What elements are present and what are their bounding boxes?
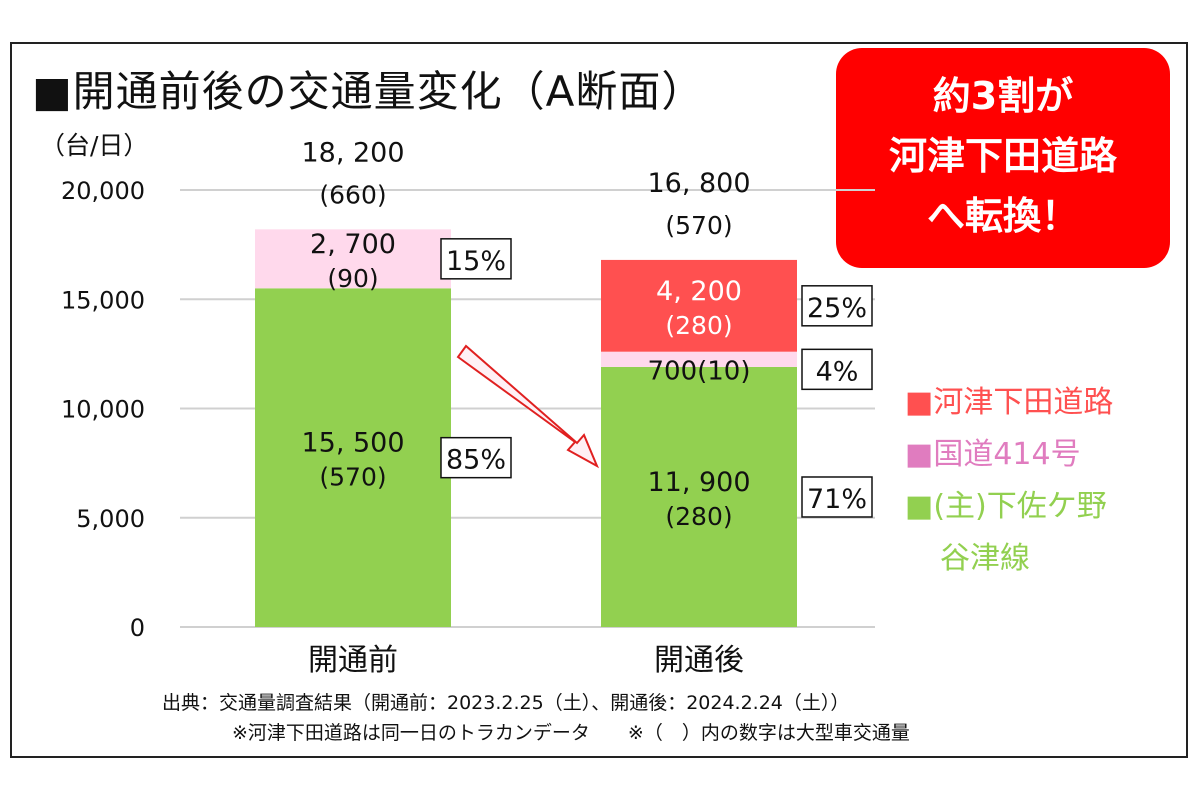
- legend-entry: ■(主)下佐ケ野: [905, 489, 1107, 524]
- y-tick-label: 15,000: [61, 286, 145, 314]
- data-label: 11, 900: [647, 467, 750, 498]
- x-category-label: 開通前: [308, 643, 398, 678]
- share-box: [801, 348, 873, 391]
- share-box: [801, 476, 873, 518]
- bar-segment: [255, 229, 451, 289]
- arrow-icon: [456, 344, 600, 469]
- share-box: [440, 238, 512, 280]
- data-label-heavy: (280): [665, 311, 732, 340]
- data-label-heavy: (570): [319, 463, 386, 492]
- bar-segment: [601, 351, 797, 367]
- bar-segment: [601, 366, 797, 627]
- callout-box: 約3割が 河津下田道路 へ転換！: [836, 48, 1170, 268]
- share-label: 71%: [807, 484, 867, 515]
- y-tick-label: 10,000: [61, 396, 145, 424]
- legend-entry: 谷津線: [940, 541, 1030, 576]
- data-label-heavy: (90): [327, 264, 378, 293]
- callout-line: へ転換！: [926, 194, 1079, 238]
- data-label: 2, 700: [310, 229, 396, 260]
- share-label: 25%: [807, 293, 867, 324]
- data-label: 4, 200: [656, 276, 742, 307]
- total-heavy-label: (660): [319, 180, 386, 209]
- chart-title: ■開通前後の交通量変化（A断面）: [32, 67, 705, 116]
- y-tick-label: 0: [130, 614, 145, 642]
- share-label: 4%: [816, 356, 859, 387]
- bar-segment: [601, 259, 797, 352]
- share-label: 85%: [446, 445, 506, 476]
- total-heavy-label: (570): [665, 211, 732, 240]
- share-box: [801, 285, 873, 327]
- chart-frame: [10, 42, 1188, 758]
- bar-segment: [255, 288, 451, 627]
- legend-entry: ■河津下田道路: [905, 385, 1113, 420]
- legend-entry: ■国道414号: [905, 437, 1081, 472]
- data-label: 15, 500: [301, 428, 404, 459]
- callout-line: 河津下田道路: [888, 134, 1117, 178]
- footnote: ※河津下田道路は同一日のトラカンデータ ※（ ）内の数字は大型車交通量: [232, 722, 910, 744]
- y-tick-label: 20,000: [61, 177, 145, 205]
- share-box: [440, 436, 512, 479]
- callout-line: 約3割が: [932, 74, 1074, 118]
- y-axis-unit: （台/日）: [40, 131, 149, 160]
- data-label: 700(10): [648, 356, 751, 386]
- data-label-heavy: (280): [665, 502, 732, 531]
- total-label: 18, 200: [301, 137, 404, 168]
- x-category-label: 開通後: [654, 643, 744, 678]
- y-tick-label: 5,000: [76, 505, 145, 533]
- total-label: 16, 800: [647, 168, 750, 199]
- source-note: 出典：交通量調査結果（開通前：2023.2.25（土）、開通後：2024.2.2…: [162, 692, 850, 714]
- share-label: 15%: [446, 246, 506, 277]
